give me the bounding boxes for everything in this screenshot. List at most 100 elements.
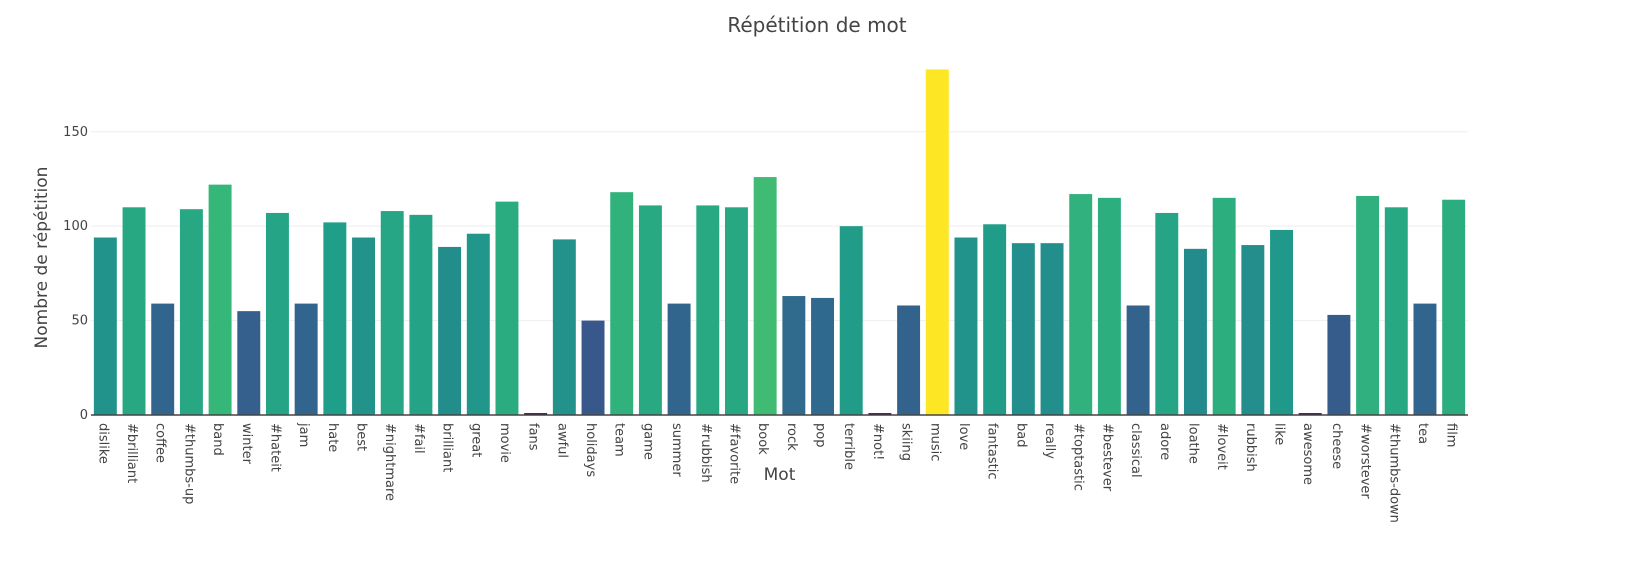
x-tick-label: fantastic [985,423,1000,479]
x-tick-label: holidays [583,423,598,477]
bar [868,413,892,415]
bar [93,237,117,415]
x-tick-label: fans [526,423,541,451]
x-tick-label: awful [554,423,569,458]
x-axis-title: Mot [764,465,796,485]
x-tick-label: #favorite [726,423,741,484]
x-tick-label: #thumbs-down [1386,423,1401,523]
x-tick-label: love [956,423,971,450]
x-tick-label: #toptastic [1071,423,1086,491]
bar [1413,303,1437,415]
x-tick-label: #bestever [1099,423,1114,492]
bar [1069,194,1093,415]
bar [151,303,175,415]
x-tick-label: #brilliant [124,423,139,483]
bar [897,305,921,415]
bar [1011,243,1035,415]
x-tick-label: awesome [1300,423,1315,485]
x-tick-label: cheese [1329,423,1344,469]
bar [667,303,691,415]
bar [1270,229,1294,415]
x-tick-label: #loveit [1214,423,1229,470]
bar [294,303,318,415]
bar [753,177,777,415]
bar [179,209,203,415]
bar [265,212,289,415]
bar [1155,212,1179,415]
bar [1040,243,1064,415]
x-tick-label: #nightmare [382,423,397,501]
y-tick-label: 50 [71,314,88,329]
x-tick-label: like [1272,423,1287,445]
x-tick-label: coffee [153,423,168,463]
x-tick-label: #hateit [267,423,282,472]
y-tick-label: 150 [63,125,88,140]
chart-title: Répétition de mot [727,13,906,37]
bar [1126,305,1150,415]
x-tick-label: movie [497,423,512,463]
x-tick-label: rubbish [1243,423,1258,472]
bar [208,184,232,415]
x-tick-label: great [468,423,483,457]
x-tick-label: tea [1415,423,1430,444]
x-tick-label: skiing [899,423,914,461]
x-tick-label: jam [296,422,311,447]
bar [1241,245,1265,415]
bar [237,311,261,415]
bar [696,205,720,415]
bar [323,222,347,415]
x-tick-label: #worstever [1358,423,1373,499]
bar [638,205,662,415]
y-tick-label: 100 [63,219,88,234]
x-tick-label: hate [325,423,340,452]
bar [839,226,863,415]
x-tick-label: #fail [411,423,426,454]
x-tick-label: bad [1013,423,1028,447]
x-axis-category-labels: dislike #brilliant coffee #thumbs-up band win… [95,422,1458,523]
bar [983,224,1007,415]
bar [610,192,634,415]
bar [122,207,146,415]
x-tick-label: brilliant [440,423,455,472]
x-tick-label: music [927,423,942,461]
y-axis-title: Nombre de répétition [32,167,52,349]
bar [380,211,404,415]
x-tick-label: game [640,423,655,460]
x-tick-label: film [1444,423,1459,447]
bar [409,214,433,415]
x-tick-label: really [1042,423,1057,459]
bars [93,69,1466,415]
bar [925,69,949,415]
x-tick-label: band [210,423,225,456]
x-tick-label: book [755,423,770,455]
y-tick-label: 0 [80,408,88,423]
x-tick-label: rock [784,423,799,451]
bar [1356,195,1380,415]
bar [954,237,978,415]
x-tick-label: team [612,423,627,457]
bar [1097,197,1121,415]
bar [811,297,835,415]
x-tick-label: #rubbish [698,423,713,483]
bar [1327,314,1351,415]
x-tick-label: #thumbs-up [181,423,196,504]
gridlines [91,131,1468,322]
x-tick-label: #not! [870,423,885,460]
bar [782,296,806,415]
x-tick-label: dislike [95,423,110,464]
bar [1442,199,1466,415]
x-tick-label: summer [669,423,684,477]
x-tick-label: winter [239,423,254,465]
bar [524,413,548,415]
bar [1212,197,1236,415]
bar [1384,207,1408,415]
y-axis-ticks: 0 50 100 150 [63,125,88,423]
x-tick-label: adore [1157,423,1172,460]
bar [1183,248,1207,415]
x-tick-label: terrible [841,423,856,470]
x-tick-label: best [354,423,369,451]
x-tick-label: loathe [1185,423,1200,464]
bar [495,201,519,415]
bar [724,207,748,415]
